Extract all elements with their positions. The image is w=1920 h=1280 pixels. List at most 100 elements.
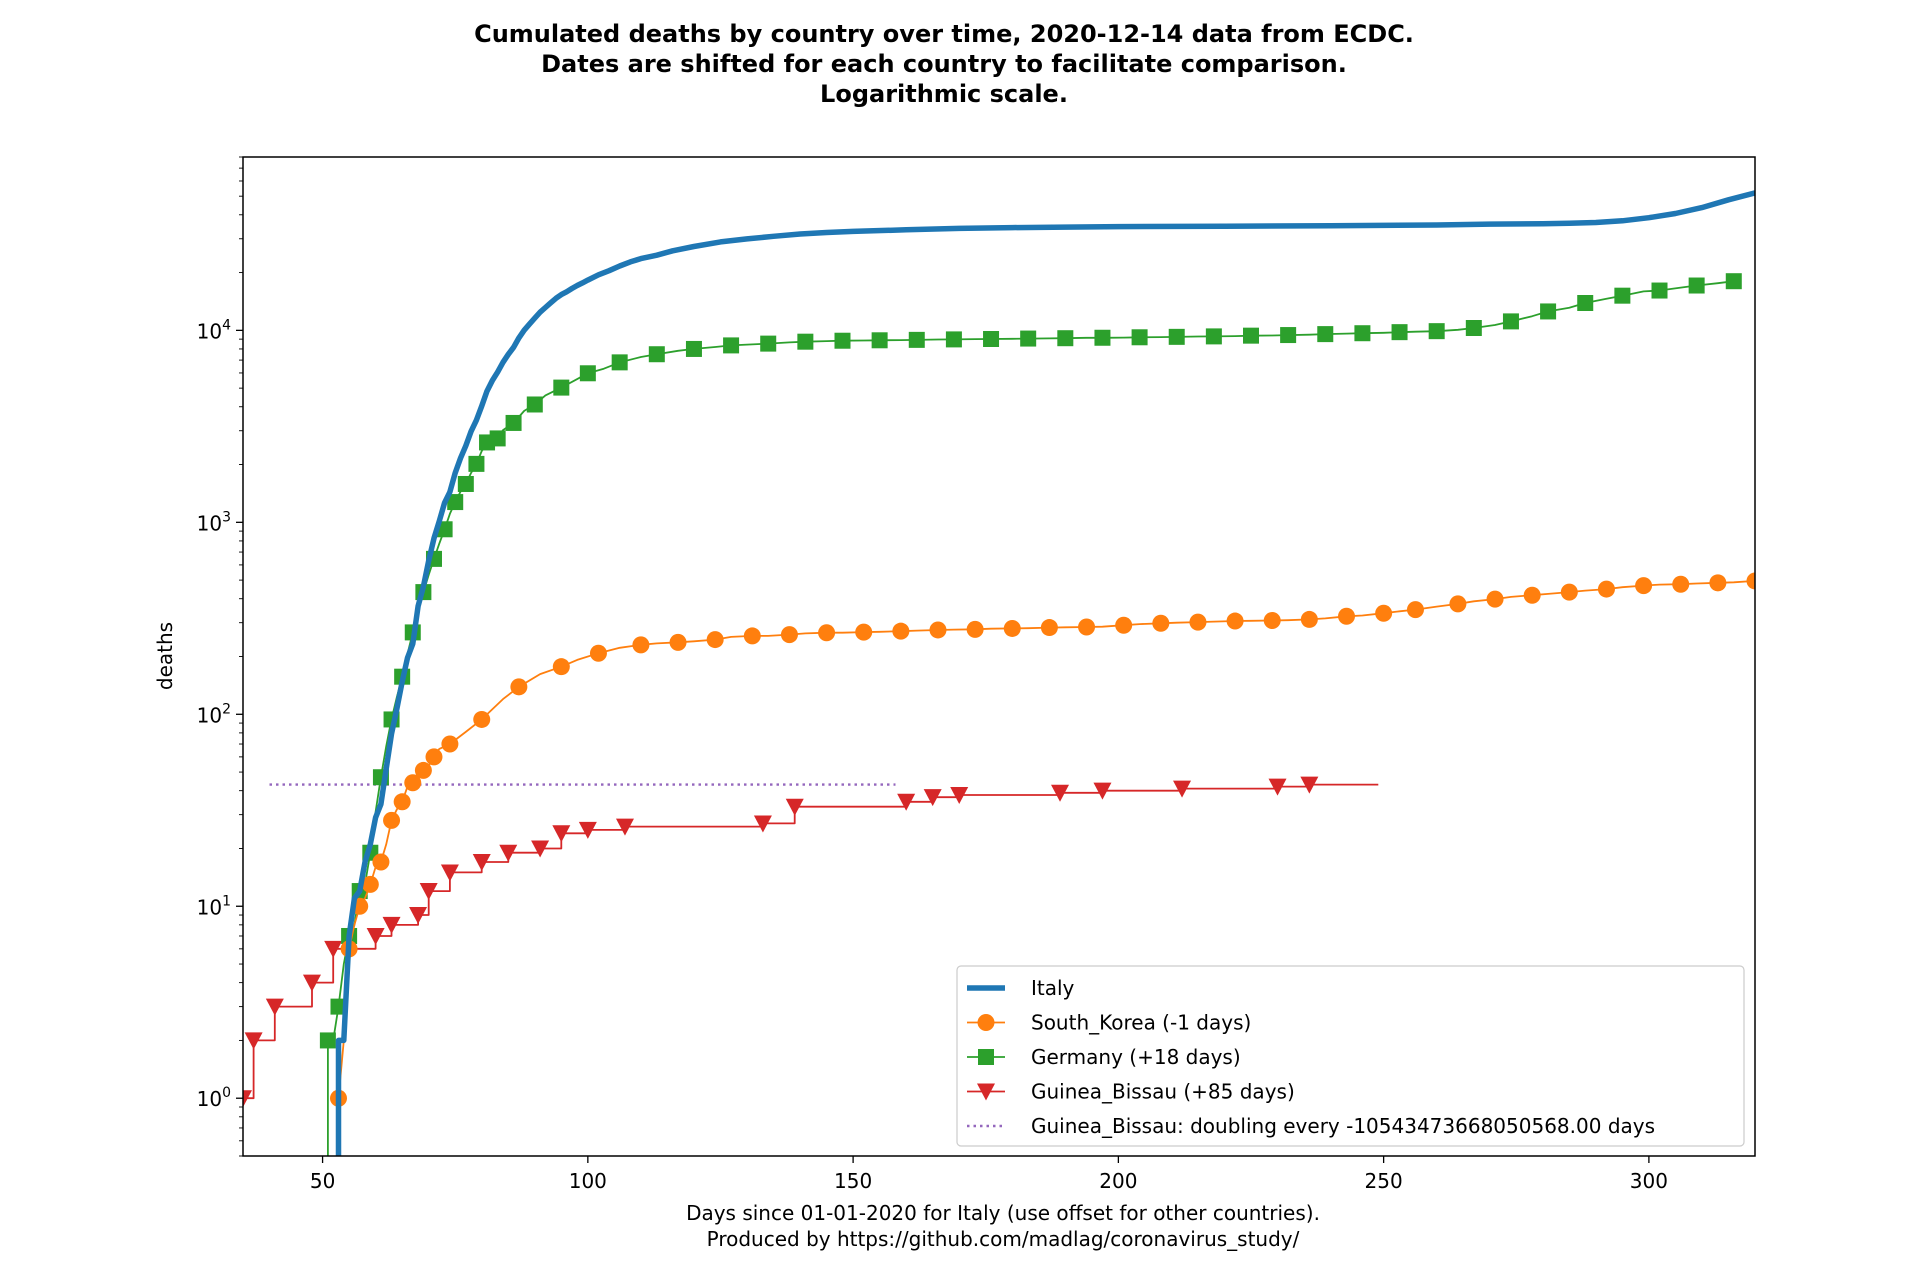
title-line-3: Logarithmic scale.	[820, 80, 1068, 108]
data-point	[1486, 590, 1504, 608]
data-point	[552, 658, 570, 676]
legend-item: Germany (+18 days)	[967, 1045, 1241, 1069]
data-point	[414, 761, 432, 779]
series-italy	[335, 190, 1755, 1156]
data-point	[1375, 604, 1393, 622]
data-point	[871, 332, 888, 349]
x-tick-label: 300	[1630, 1169, 1668, 1193]
data-point	[1597, 580, 1615, 598]
data-point	[1725, 273, 1742, 290]
data-point	[929, 621, 947, 639]
data-point	[1428, 323, 1445, 340]
data-point	[1094, 329, 1111, 346]
legend-label: Guinea_Bissau (+85 days)	[1031, 1080, 1295, 1104]
data-point	[753, 815, 772, 833]
data-point	[1152, 614, 1170, 632]
data-point	[468, 455, 485, 472]
legend-item: South_Korea (-1 days)	[967, 1011, 1251, 1035]
data-point	[330, 998, 347, 1015]
data-point	[669, 633, 687, 651]
data-point	[404, 774, 422, 792]
data-point	[1093, 782, 1112, 800]
x-tick-label: 200	[1099, 1169, 1137, 1193]
data-point	[1406, 601, 1424, 619]
legend-label: Italy	[1031, 976, 1075, 1000]
data-point	[409, 907, 428, 925]
data-point	[950, 786, 969, 804]
data-point	[302, 974, 321, 992]
legend-marker	[977, 1014, 995, 1031]
title-line-2: Dates are shifted for each country to fa…	[541, 50, 1347, 78]
data-point	[531, 840, 550, 858]
data-point	[908, 331, 925, 348]
data-point	[1709, 574, 1727, 592]
data-point	[966, 620, 984, 638]
data-point	[1168, 328, 1185, 345]
data-point	[1243, 327, 1259, 344]
series-line	[335, 190, 1755, 1156]
data-point	[243, 1090, 252, 1108]
data-point	[1300, 610, 1318, 628]
data-point	[1577, 295, 1594, 312]
data-point	[510, 678, 528, 696]
data-point	[1465, 320, 1482, 337]
x-tick-label: 150	[834, 1169, 872, 1193]
series-south-korea	[329, 572, 1755, 1156]
data-point	[1449, 595, 1467, 613]
x-axis: 50 100 150 200 250 300	[310, 1156, 1668, 1193]
data-point	[1317, 326, 1334, 343]
data-point	[780, 626, 798, 644]
data-point	[372, 853, 390, 871]
legend-label: South_Korea (-1 days)	[1031, 1011, 1251, 1035]
data-point	[1051, 784, 1070, 802]
legend-marker	[977, 1083, 995, 1101]
data-point	[1672, 575, 1690, 593]
data-point	[419, 883, 438, 901]
data-point	[361, 875, 379, 893]
data-point	[743, 627, 761, 645]
data-point	[499, 844, 518, 862]
legend-marker	[978, 1049, 994, 1065]
data-point	[382, 916, 401, 934]
data-point	[393, 793, 411, 811]
legend-item: Italy	[967, 976, 1075, 1000]
data-point	[1540, 303, 1557, 320]
data-point	[319, 1032, 336, 1049]
data-point	[1688, 277, 1705, 294]
x-tick-label: 100	[569, 1169, 607, 1193]
x-axis-label-line-1: Days since 01-01-2020 for Italy (use off…	[686, 1201, 1320, 1225]
y-tick-label: 101	[197, 893, 231, 919]
data-point	[1131, 329, 1148, 346]
data-point	[244, 1032, 263, 1050]
y-tick-label: 104	[197, 317, 231, 343]
data-point	[1746, 572, 1755, 590]
y-tick-label: 103	[197, 509, 231, 535]
data-point	[505, 414, 522, 431]
y-tick-label: 100	[197, 1085, 231, 1111]
data-point	[923, 789, 942, 807]
data-point	[1354, 325, 1371, 342]
legend-label: Germany (+18 days)	[1031, 1045, 1241, 1069]
data-point	[1502, 313, 1519, 330]
data-point	[1560, 583, 1578, 601]
data-point	[983, 330, 1000, 347]
data-point	[1226, 612, 1244, 630]
data-point	[1078, 618, 1096, 636]
data-point	[1337, 607, 1355, 625]
data-point	[1040, 619, 1058, 637]
data-point	[553, 379, 570, 396]
data-point	[472, 854, 491, 872]
x-tick-label: 250	[1365, 1169, 1403, 1193]
data-point	[1003, 619, 1021, 637]
data-point	[648, 346, 665, 363]
data-point	[797, 333, 814, 350]
legend-item: Guinea_Bissau: doubling every -105434736…	[967, 1114, 1655, 1138]
data-point	[1268, 778, 1287, 796]
data-point	[383, 811, 401, 829]
data-point	[1300, 776, 1319, 794]
y-axis: 100 101 102 103 104	[197, 156, 243, 1157]
data-point	[1614, 287, 1631, 304]
data-point	[685, 340, 702, 357]
data-point	[473, 710, 491, 728]
